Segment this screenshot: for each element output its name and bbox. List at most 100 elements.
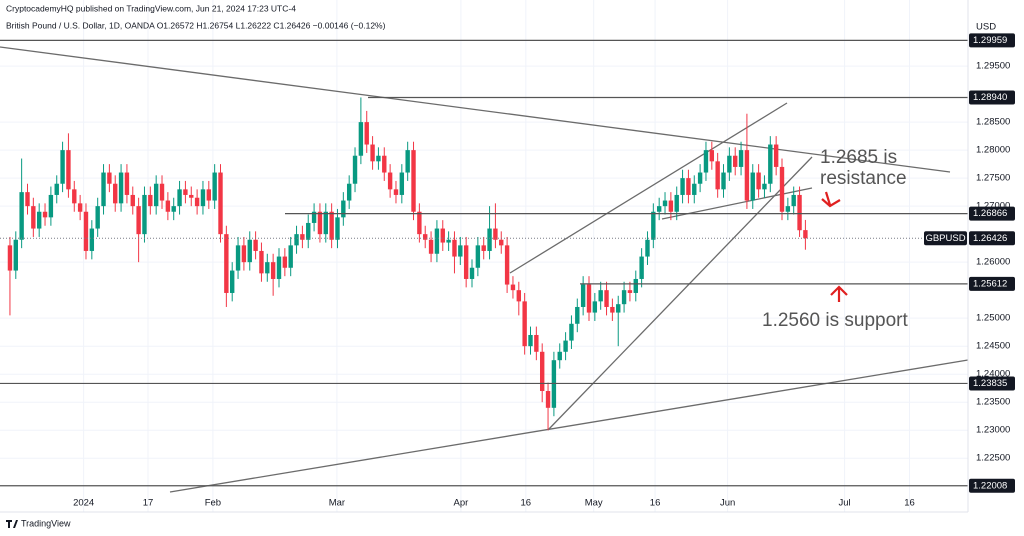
- candle-body: [428, 239, 434, 254]
- candle-body: [475, 245, 481, 268]
- y-tick-label: 1.28000: [976, 145, 1010, 156]
- candle-body: [113, 183, 118, 204]
- candle-body: [300, 234, 305, 240]
- candle-body: [458, 245, 463, 257]
- candle-body: [446, 239, 451, 243]
- candle-body: [721, 172, 726, 190]
- candle-body: [72, 189, 77, 204]
- candle-body: [616, 304, 621, 313]
- candle-body: [241, 245, 247, 263]
- candle-body: [680, 178, 685, 195]
- candle-body: [212, 172, 217, 201]
- candle-body: [189, 194, 194, 198]
- candle-body: [159, 183, 165, 201]
- y-tick-label: 1.24000: [976, 369, 1010, 380]
- candle-body: [329, 211, 334, 240]
- candle-body: [95, 206, 100, 229]
- candle-body: [423, 234, 428, 240]
- candle-body: [235, 245, 241, 271]
- candle-body: [610, 306, 615, 313]
- candle-body: [200, 189, 206, 207]
- candle-body: [148, 194, 153, 207]
- candle-body: [598, 290, 603, 302]
- candle-body: [323, 211, 328, 235]
- x-tick-label: 16: [521, 498, 532, 509]
- x-tick-label: Feb: [205, 498, 221, 509]
- candle-body: [224, 234, 229, 293]
- candle-body: [13, 239, 18, 271]
- level-tag: [969, 90, 1015, 105]
- candle-body: [259, 250, 264, 274]
- candle-body: [481, 245, 486, 251]
- brand-name: TradingView: [21, 518, 71, 528]
- candle-body: [194, 197, 200, 207]
- level-label: 1.22008: [973, 480, 1007, 491]
- candle-body: [25, 192, 30, 207]
- symbol-label: GBPUSD: [925, 233, 965, 244]
- candle-body: [756, 172, 761, 190]
- candle-body: [575, 306, 580, 324]
- candle-body: [376, 155, 381, 162]
- candle-body: [539, 351, 545, 392]
- candle-body: [101, 172, 106, 207]
- candle-body: [136, 206, 141, 235]
- candle-body: [405, 150, 410, 173]
- candle-body: [265, 262, 270, 274]
- trendline: [509, 102, 788, 274]
- y-tick-label: 1.23000: [976, 425, 1010, 436]
- candle-body: [493, 228, 498, 240]
- x-tick-label: May: [585, 498, 603, 509]
- candle-body: [288, 245, 293, 268]
- candle-body: [627, 290, 633, 293]
- candle-body: [335, 217, 340, 240]
- candle-body: [118, 172, 124, 204]
- level-tag: [969, 376, 1015, 391]
- candle-body: [399, 172, 405, 195]
- annotation: resistance: [820, 168, 907, 189]
- candle-body: [311, 211, 317, 223]
- candle-body: [692, 183, 697, 195]
- candle-body: [165, 200, 171, 212]
- candle-body: [387, 172, 393, 190]
- candle-body: [294, 234, 299, 246]
- candle-body: [762, 183, 767, 190]
- y-tick-label: 1.28500: [976, 117, 1010, 128]
- candle-body: [528, 334, 533, 347]
- candle-body: [651, 211, 656, 240]
- candle-body: [727, 155, 732, 173]
- candle-body: [499, 239, 504, 246]
- candle-body: [697, 172, 703, 184]
- candle-body: [19, 192, 24, 240]
- level-label: 1.25612: [973, 278, 1007, 289]
- logo: [6, 520, 18, 528]
- y-tick-label: 1.27500: [976, 173, 1010, 184]
- publisher: CryptocademyHQ published on TradingView.…: [6, 3, 296, 13]
- x-tick-label: 2024: [73, 498, 94, 509]
- candle-body: [352, 155, 358, 184]
- candle-body: [557, 351, 562, 361]
- candle-body: [633, 278, 638, 293]
- candle-body: [586, 284, 592, 313]
- trendline: [169, 359, 969, 493]
- candle-body: [510, 284, 516, 291]
- brand: TradingView: [6, 518, 71, 528]
- x-tick-label: 17: [143, 498, 154, 509]
- x-tick-label: 16: [904, 498, 915, 509]
- candle-body: [83, 211, 89, 251]
- candle-body: [411, 150, 416, 212]
- candle-body: [563, 340, 568, 352]
- y-tick-label: 1.23500: [976, 397, 1010, 408]
- candle-body: [779, 166, 785, 212]
- x-tick-label: Jul: [839, 498, 851, 509]
- candle-body: [130, 194, 135, 207]
- candle-body: [703, 150, 709, 173]
- candle-body: [516, 290, 522, 302]
- candle-body: [142, 194, 147, 235]
- currency: USD: [976, 22, 996, 33]
- candle-body: [733, 155, 738, 167]
- candle-body: [42, 211, 48, 218]
- candle-body: [218, 172, 223, 235]
- level-label: 1.28940: [973, 92, 1007, 103]
- candle-body: [569, 323, 574, 341]
